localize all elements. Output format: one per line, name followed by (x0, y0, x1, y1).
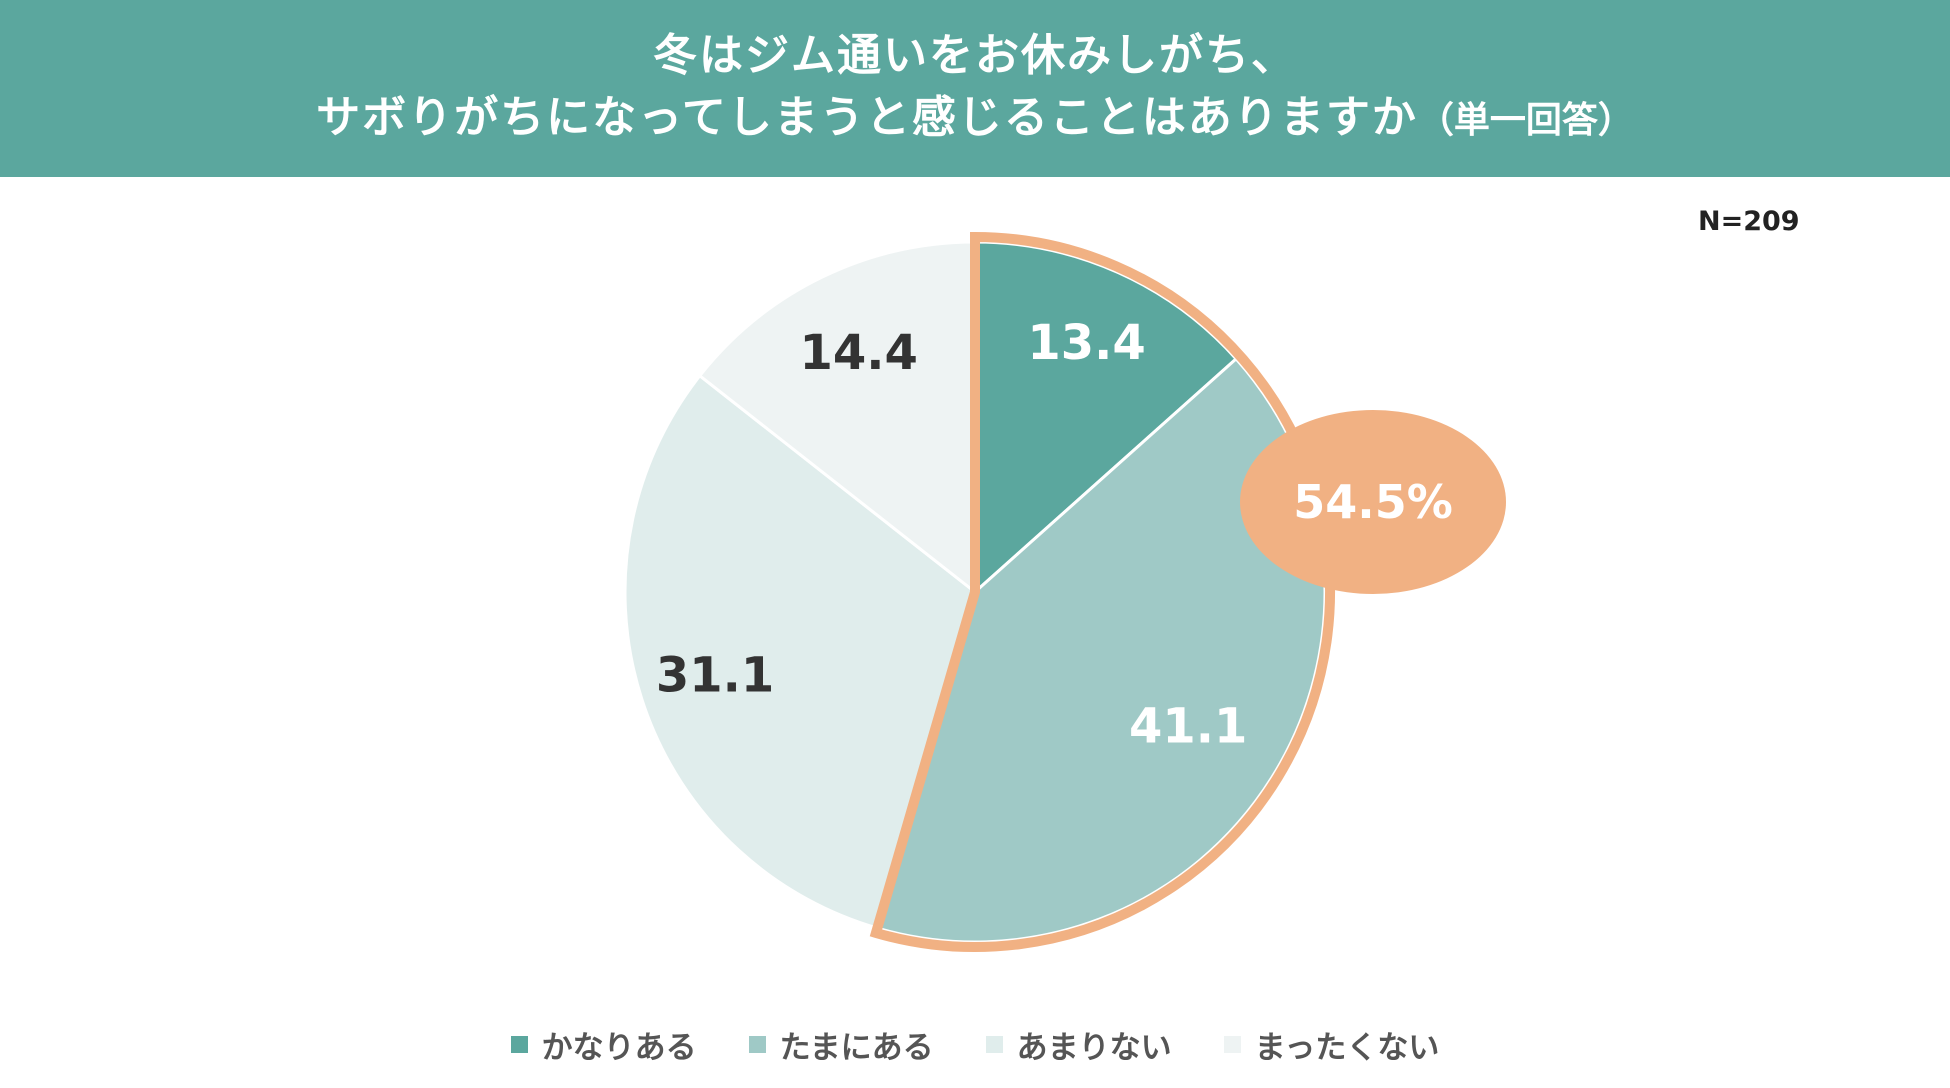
pie-slice-2 (623, 373, 977, 930)
slice-value-label-0: 13.4 (1027, 315, 1145, 371)
slice-value-label-1: 41.1 (1129, 698, 1247, 754)
legend-swatch-1 (748, 1036, 766, 1053)
legend: かなりある たまにある あまりない まったくない (0, 1022, 1950, 1067)
title-line-1: 冬はジム通いをお休みしがち、 (653, 30, 1297, 81)
legend-item-2: あまりない (985, 1022, 1172, 1067)
title-line-2: サボりがちになってしまうと感じることはありますか（単一回答） (316, 87, 1634, 152)
title-note: （単一回答） (1417, 100, 1634, 141)
legend-swatch-3 (1223, 1036, 1241, 1053)
legend-label-2: あまりない (1016, 1030, 1172, 1066)
legend-item-3: まったくない (1223, 1022, 1440, 1067)
legend-item-0: かなりある (510, 1022, 697, 1067)
pie-slice-0 (973, 240, 1239, 596)
slice-value-label-3: 14.4 (800, 325, 918, 381)
legend-swatch-2 (985, 1036, 1003, 1053)
callout-text: 54.5% (1293, 475, 1453, 529)
legend-label-0: かなりある (541, 1030, 697, 1066)
title-line-2-text: サボりがちになってしまうと感じることはありますか (316, 92, 1418, 143)
highlight-outline (869, 231, 1335, 952)
callout-bubble (1240, 410, 1506, 594)
legend-label-1: たまにある (779, 1030, 934, 1066)
slice-value-label-2: 31.1 (656, 648, 774, 704)
sample-size: N=209 (1698, 206, 1800, 237)
legend-swatch-0 (510, 1036, 528, 1053)
pie-slice-3 (697, 240, 977, 596)
legend-label-3: まったくない (1254, 1030, 1440, 1066)
title-banner: 冬はジム通いをお休みしがち、 サボりがちになってしまうと感じることはありますか（… (0, 0, 1950, 177)
legend-item-1: たまにある (748, 1022, 934, 1067)
